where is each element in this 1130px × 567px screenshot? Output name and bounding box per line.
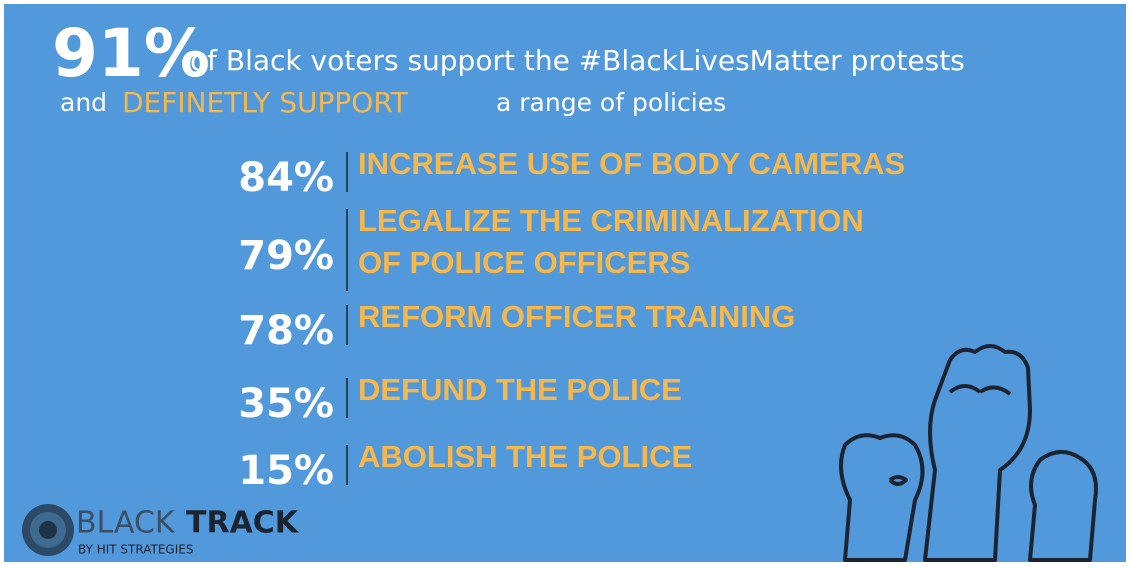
item-label: INCREASE USE OF BODY CAMERAS xyxy=(358,146,905,181)
logo-track: TRACK xyxy=(186,506,300,541)
headline-highlight: DEFINETLY SUPPORT xyxy=(122,86,409,119)
headline-text: of Black voters support the #BlackLivesM… xyxy=(190,44,965,77)
item-label: REFORM OFFICER TRAINING xyxy=(358,299,795,334)
item-percent: 79% xyxy=(238,233,334,279)
item-percent: 78% xyxy=(238,308,334,354)
infographic: 91% of Black voters support the #BlackLi… xyxy=(0,0,1130,567)
logo-ring xyxy=(39,521,57,539)
item-percent: 84% xyxy=(238,155,334,201)
headline-stat: 91% xyxy=(52,15,210,92)
item-label: ABOLISH THE POLICE xyxy=(358,439,692,474)
item-label: OF POLICE OFFICERS xyxy=(358,245,690,280)
headline-and: and xyxy=(60,88,107,117)
item-label: LEGALIZE THE CRIMINALIZATION xyxy=(358,203,864,238)
item-percent: 35% xyxy=(238,381,334,427)
item-label: DEFUND THE POLICE xyxy=(358,372,682,407)
logo-black: BLACK xyxy=(76,506,176,541)
headline-end: a range of policies xyxy=(496,88,726,117)
item-percent: 15% xyxy=(238,448,334,494)
logo-tagline: BY HIT STRATEGIES xyxy=(78,543,193,557)
